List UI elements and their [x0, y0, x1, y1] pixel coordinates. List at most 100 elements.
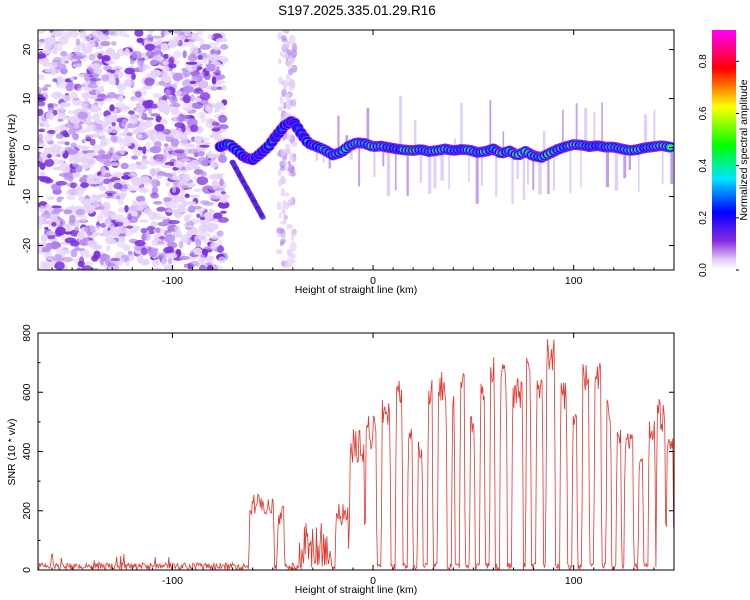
spectrogram-noise-blob	[199, 264, 207, 270]
spectrogram-noise-blob	[276, 201, 282, 211]
spectrogram-streak	[366, 107, 370, 145]
spectrogram-noise-blob	[168, 30, 173, 33]
spectrogram-noise-blob	[50, 259, 56, 268]
spectrogram-noise-blob	[177, 205, 186, 212]
spectrogram-noise-blob	[204, 72, 211, 81]
spectrogram-noise-blob	[86, 39, 96, 49]
spectrogram-noise-blob	[170, 138, 180, 147]
spectrogram-noise-blob	[131, 72, 136, 80]
spectrogram-noise-blob	[186, 41, 195, 48]
snr-x-tick-label: 0	[370, 575, 376, 587]
spectrogram-noise-blob	[189, 260, 200, 267]
spectrogram-noise-blob	[140, 159, 150, 165]
spectrogram-noise-blob	[143, 232, 151, 241]
spectrogram-noise-blob	[38, 43, 42, 48]
spectrogram-noise-blob	[217, 201, 230, 209]
spectrogram-noise-blob	[211, 181, 219, 190]
spectrogram-noise-blob	[130, 176, 141, 183]
spectrogram-noise-blob	[141, 176, 150, 182]
spectrogram-noise-blob	[148, 249, 158, 258]
spectrogram-noise-blob	[110, 211, 115, 221]
spectrogram-noise-blob	[44, 84, 52, 88]
spectrogram-noise-blob	[286, 40, 290, 49]
spectrogram-noise-blob	[61, 249, 71, 255]
spectrogram-noise-blob	[282, 213, 287, 224]
spectrogram-noise-blob	[174, 225, 181, 232]
spectrogram-noise-blob	[90, 77, 102, 82]
spectrogram-streak	[475, 152, 479, 204]
spectrogram-noise-blob	[140, 227, 148, 234]
spectrogram-noise-blob	[101, 124, 109, 128]
spectrogram-noise-blob	[160, 252, 167, 260]
spectrogram-noise-blob	[152, 267, 162, 270]
spectrogram-noise-blob	[280, 149, 285, 157]
spectrogram-noise-blob	[45, 123, 50, 128]
spectrogram-noise-blob	[212, 103, 222, 108]
spectrogram-noise-blob	[63, 31, 70, 41]
spectrogram-noise-blob	[182, 239, 192, 244]
colorbar-tick-label: 0.4	[698, 158, 709, 172]
spectrogram-streak	[614, 147, 619, 191]
spectrogram-x-tick-label: -100	[162, 275, 183, 287]
spectrogram-noise-blob	[72, 63, 83, 68]
spectrogram-noise-blob	[163, 82, 172, 88]
spectrogram-noise-blob	[167, 257, 173, 265]
spectrogram-noise-blob	[39, 242, 47, 248]
snr-background	[38, 333, 674, 570]
spectrogram-noise-blob	[100, 139, 107, 147]
spectrogram-noise-blob	[39, 171, 46, 177]
spectrogram-noise-blob	[86, 158, 96, 167]
spectrogram-noise-blob	[55, 106, 66, 114]
spectrogram-noise-blob	[56, 75, 64, 83]
spectrogram-noise-blob	[97, 205, 105, 210]
spectrogram-noise-blob	[71, 97, 81, 106]
spectrogram-noise-blob	[290, 229, 297, 237]
spectrogram-noise-blob	[39, 176, 51, 183]
spectrogram-noise-blob	[278, 212, 282, 219]
spectrogram-noise-blob	[101, 55, 111, 62]
spectrogram-streak	[489, 100, 492, 150]
spectrogram-noise-blob	[174, 149, 185, 154]
spectrogram-noise-blob	[44, 43, 53, 50]
spectrogram-noise-blob	[105, 245, 111, 252]
spectrogram-streak	[406, 150, 409, 196]
spectrogram-noise-blob	[288, 34, 296, 45]
spectrogram-noise-blob	[104, 155, 112, 162]
spectrogram-noise-blob	[214, 108, 220, 113]
spectrogram-noise-blob	[70, 172, 81, 178]
spectrogram-noise-blob	[86, 122, 97, 132]
spectrogram-noise-blob	[202, 57, 207, 64]
spectrogram-noise-blob	[219, 178, 224, 187]
spectrogram-noise-blob	[186, 229, 193, 238]
spectrogram-noise-blob	[47, 103, 54, 108]
spectrogram-noise-blob	[200, 171, 208, 177]
spectrogram-noise-blob	[193, 188, 202, 193]
spectrogram-noise-blob	[220, 43, 229, 50]
spectrogram-noise-blob	[142, 85, 153, 90]
spectrogram-noise-blob	[205, 63, 216, 69]
spectrogram-noise-blob	[285, 92, 292, 103]
spectrogram-noise-blob	[76, 84, 85, 88]
spectrogram-streak	[543, 131, 546, 156]
spectrogram-noise-blob	[174, 195, 181, 203]
spectrogram-noise-blob	[175, 90, 182, 97]
spectrogram-noise-blob	[181, 169, 188, 173]
figure-title: S197.2025.335.01.29.R16	[278, 3, 436, 18]
spectrogram-streak	[584, 107, 588, 146]
spectrogram-noise-blob	[124, 205, 129, 213]
spectrogram-noise-blob	[124, 67, 135, 75]
spectrogram-noise-blob	[133, 201, 138, 206]
spectrogram-noise-blob	[279, 95, 284, 105]
spectrogram-noise-blob	[100, 133, 106, 142]
spectrogram-noise-blob	[207, 150, 214, 159]
spectrogram-noise-blob	[185, 63, 198, 72]
spectrogram-noise-blob	[60, 196, 65, 200]
snr-y-axis-label: SNR (10 * v/v)	[6, 418, 18, 485]
spectrogram-noise-blob	[69, 214, 76, 224]
spectrogram-noise-blob	[186, 220, 195, 227]
spectrogram-noise-blob	[110, 257, 121, 262]
spectrogram-noise-blob	[164, 234, 176, 244]
spectrogram-noise-blob	[195, 238, 202, 248]
spectrogram-noise-blob	[72, 133, 79, 141]
spectrogram-noise-blob	[64, 237, 77, 244]
